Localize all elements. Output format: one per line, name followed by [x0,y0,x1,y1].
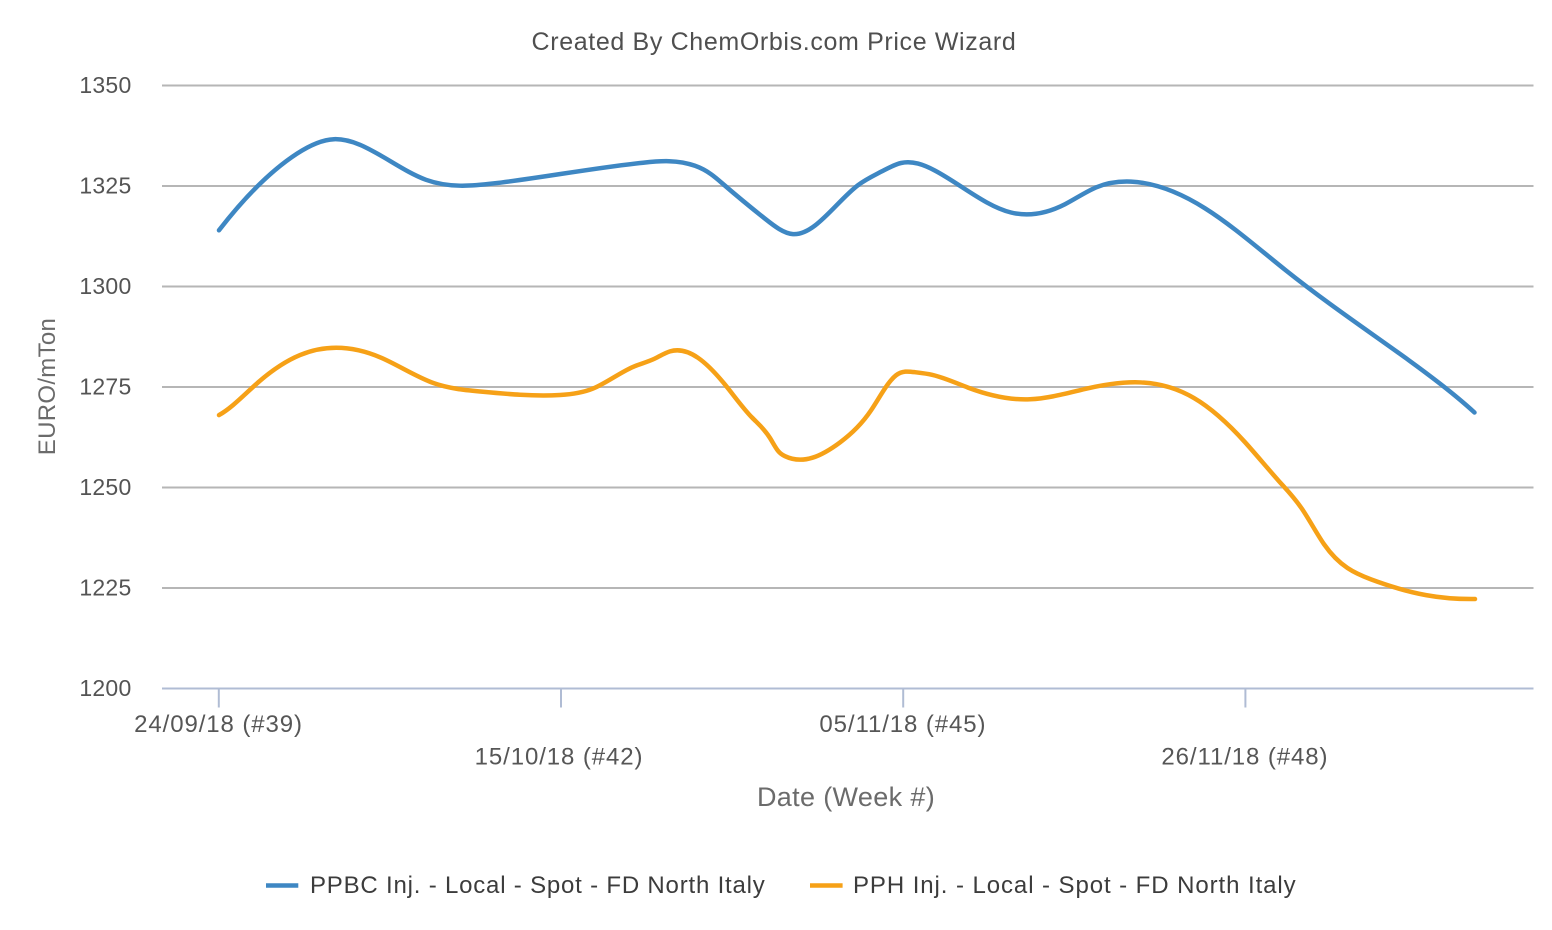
svg-text:1350: 1350 [79,72,131,98]
svg-text:24/09/18 (#39): 24/09/18 (#39) [134,711,303,738]
svg-text:Date (Week #): Date (Week #) [757,782,935,812]
svg-text:1225: 1225 [79,575,131,601]
svg-text:Created By ChemOrbis.com Price: Created By ChemOrbis.com Price Wizard [532,28,1017,56]
svg-text:1200: 1200 [79,675,131,701]
svg-text:15/10/18 (#42): 15/10/18 (#42) [475,744,644,771]
svg-text:1325: 1325 [79,173,131,199]
svg-text:1250: 1250 [79,474,131,500]
svg-text:26/11/18 (#48): 26/11/18 (#48) [1161,744,1328,771]
svg-text:PPH Inj. - Local - Spot - FD N: PPH Inj. - Local - Spot - FD North Italy [853,872,1297,899]
svg-text:1275: 1275 [79,374,131,400]
svg-text:EURO/mTon: EURO/mTon [34,318,61,455]
svg-text:05/11/18 (#45): 05/11/18 (#45) [819,711,986,738]
svg-text:1300: 1300 [79,273,131,299]
svg-text:PPBC Inj. - Local - Spot - FD: PPBC Inj. - Local - Spot - FD North Ital… [310,872,766,899]
